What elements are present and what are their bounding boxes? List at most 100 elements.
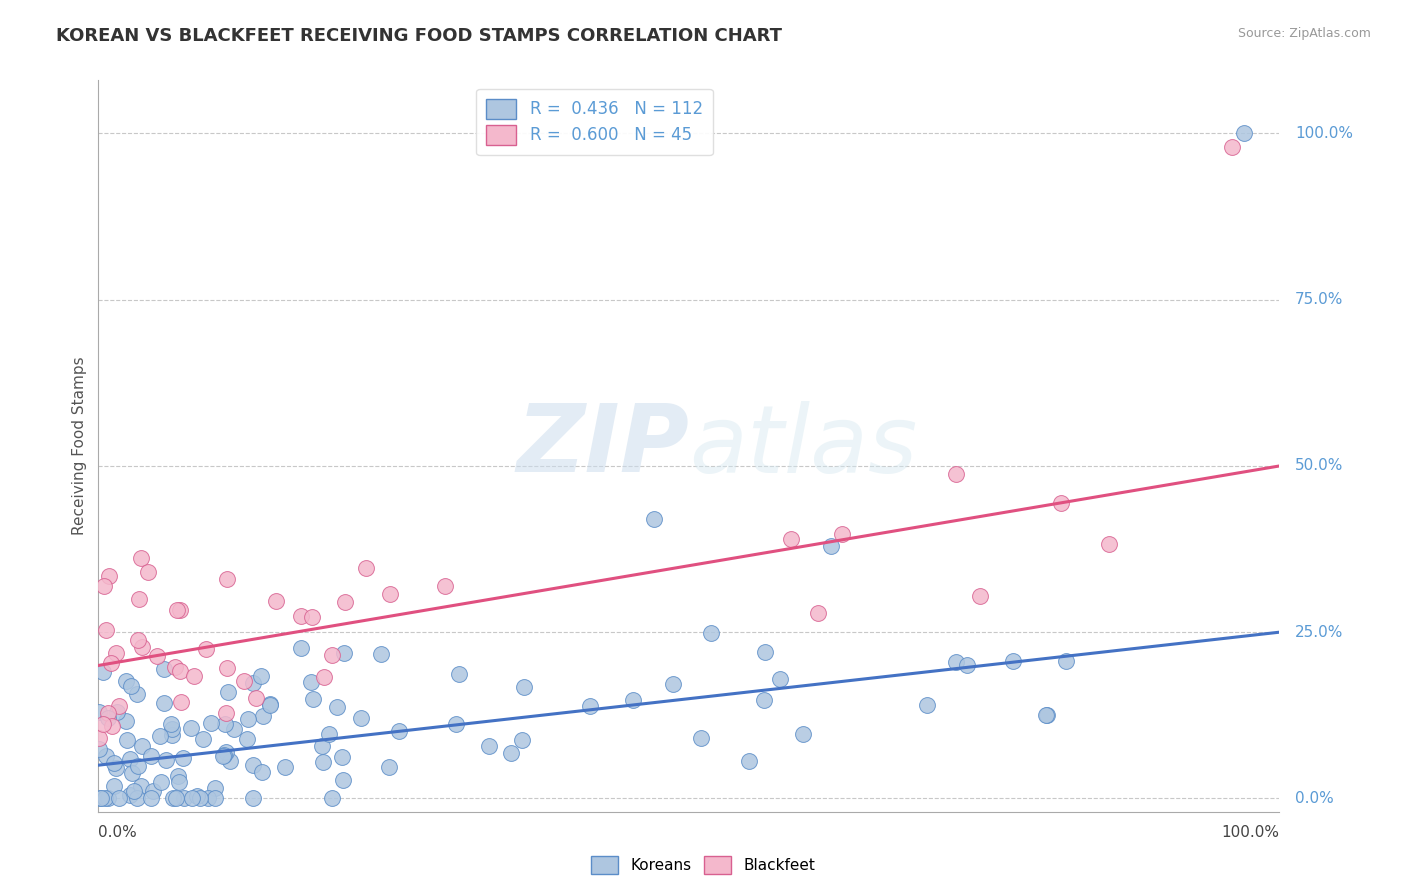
Point [180, 721, 202, 735]
Point [197, 791, 219, 805]
Point [103, 779, 125, 793]
Point [191, 732, 214, 747]
Point [173, 791, 195, 805]
Point [166, 603, 188, 617]
Point [318, 727, 340, 741]
Point [792, 727, 814, 741]
Point [115, 732, 138, 747]
Point [118, 752, 141, 766]
Point [259, 698, 281, 712]
Point [163, 660, 186, 674]
Point [1233, 127, 1256, 141]
Point [915, 698, 938, 712]
Text: ZIP: ZIP [516, 400, 689, 492]
Point [93, 579, 115, 593]
Text: 25.0%: 25.0% [1295, 624, 1343, 640]
Point [245, 690, 267, 705]
Point [108, 791, 131, 805]
Point [136, 565, 159, 579]
Point [250, 764, 273, 779]
Point [141, 749, 163, 764]
Point [105, 705, 128, 719]
Point [170, 695, 193, 709]
Point [222, 722, 245, 736]
Point [969, 589, 991, 603]
Point [122, 784, 145, 798]
Point [160, 728, 183, 742]
Text: 0.0%: 0.0% [1295, 791, 1333, 805]
Point [447, 666, 470, 681]
Point [1035, 707, 1057, 722]
Point [215, 706, 238, 720]
Point [236, 712, 259, 726]
Point [142, 784, 165, 798]
Text: atlas: atlas [689, 401, 917, 491]
Point [149, 730, 172, 744]
Point [311, 739, 333, 754]
Point [326, 700, 349, 714]
Point [513, 681, 536, 695]
Point [118, 788, 141, 802]
Point [96, 624, 118, 638]
Point [433, 579, 456, 593]
Point [212, 748, 235, 763]
Point [1001, 654, 1024, 668]
Point [312, 670, 335, 684]
Point [145, 648, 167, 663]
Point [97, 706, 120, 720]
Point [153, 662, 176, 676]
Point [370, 647, 392, 661]
Point [91, 717, 114, 731]
Point [312, 755, 335, 769]
Point [388, 723, 411, 738]
Point [215, 661, 238, 675]
Point [501, 746, 523, 760]
Point [290, 640, 312, 655]
Point [105, 761, 128, 775]
Text: 50.0%: 50.0% [1295, 458, 1343, 474]
Point [131, 640, 153, 654]
Point [1036, 708, 1059, 723]
Point [259, 698, 281, 712]
Point [321, 648, 343, 662]
Point [754, 645, 776, 659]
Point [831, 527, 853, 541]
Point [89, 791, 111, 805]
Point [643, 512, 665, 526]
Point [127, 758, 149, 772]
Point [97, 568, 120, 582]
Point [131, 739, 153, 753]
Point [299, 675, 322, 690]
Point [131, 779, 153, 793]
Point [274, 760, 297, 774]
Point [167, 769, 190, 783]
Point [378, 760, 401, 774]
Point [160, 722, 183, 736]
Point [769, 672, 792, 686]
Point [1220, 140, 1243, 154]
Point [332, 750, 354, 764]
Point [700, 626, 723, 640]
Point [579, 698, 602, 713]
Point [127, 687, 149, 701]
Point [215, 745, 238, 759]
Text: 0.0%: 0.0% [98, 825, 138, 840]
Point [160, 717, 183, 731]
Point [333, 646, 356, 660]
Point [214, 717, 236, 731]
Point [204, 781, 226, 796]
Legend: R =  0.436   N = 112, R =  0.600   N = 45: R = 0.436 N = 112, R = 0.600 N = 45 [477, 88, 713, 155]
Point [204, 791, 226, 805]
Point [350, 711, 373, 725]
Point [477, 739, 499, 753]
Point [90, 791, 112, 805]
Point [354, 561, 377, 575]
Point [128, 591, 150, 606]
Point [150, 775, 173, 789]
Y-axis label: Receiving Food Stamps: Receiving Food Stamps [72, 357, 87, 535]
Point [444, 717, 467, 731]
Point [378, 587, 401, 601]
Point [754, 692, 776, 706]
Point [264, 594, 287, 608]
Point [690, 731, 713, 745]
